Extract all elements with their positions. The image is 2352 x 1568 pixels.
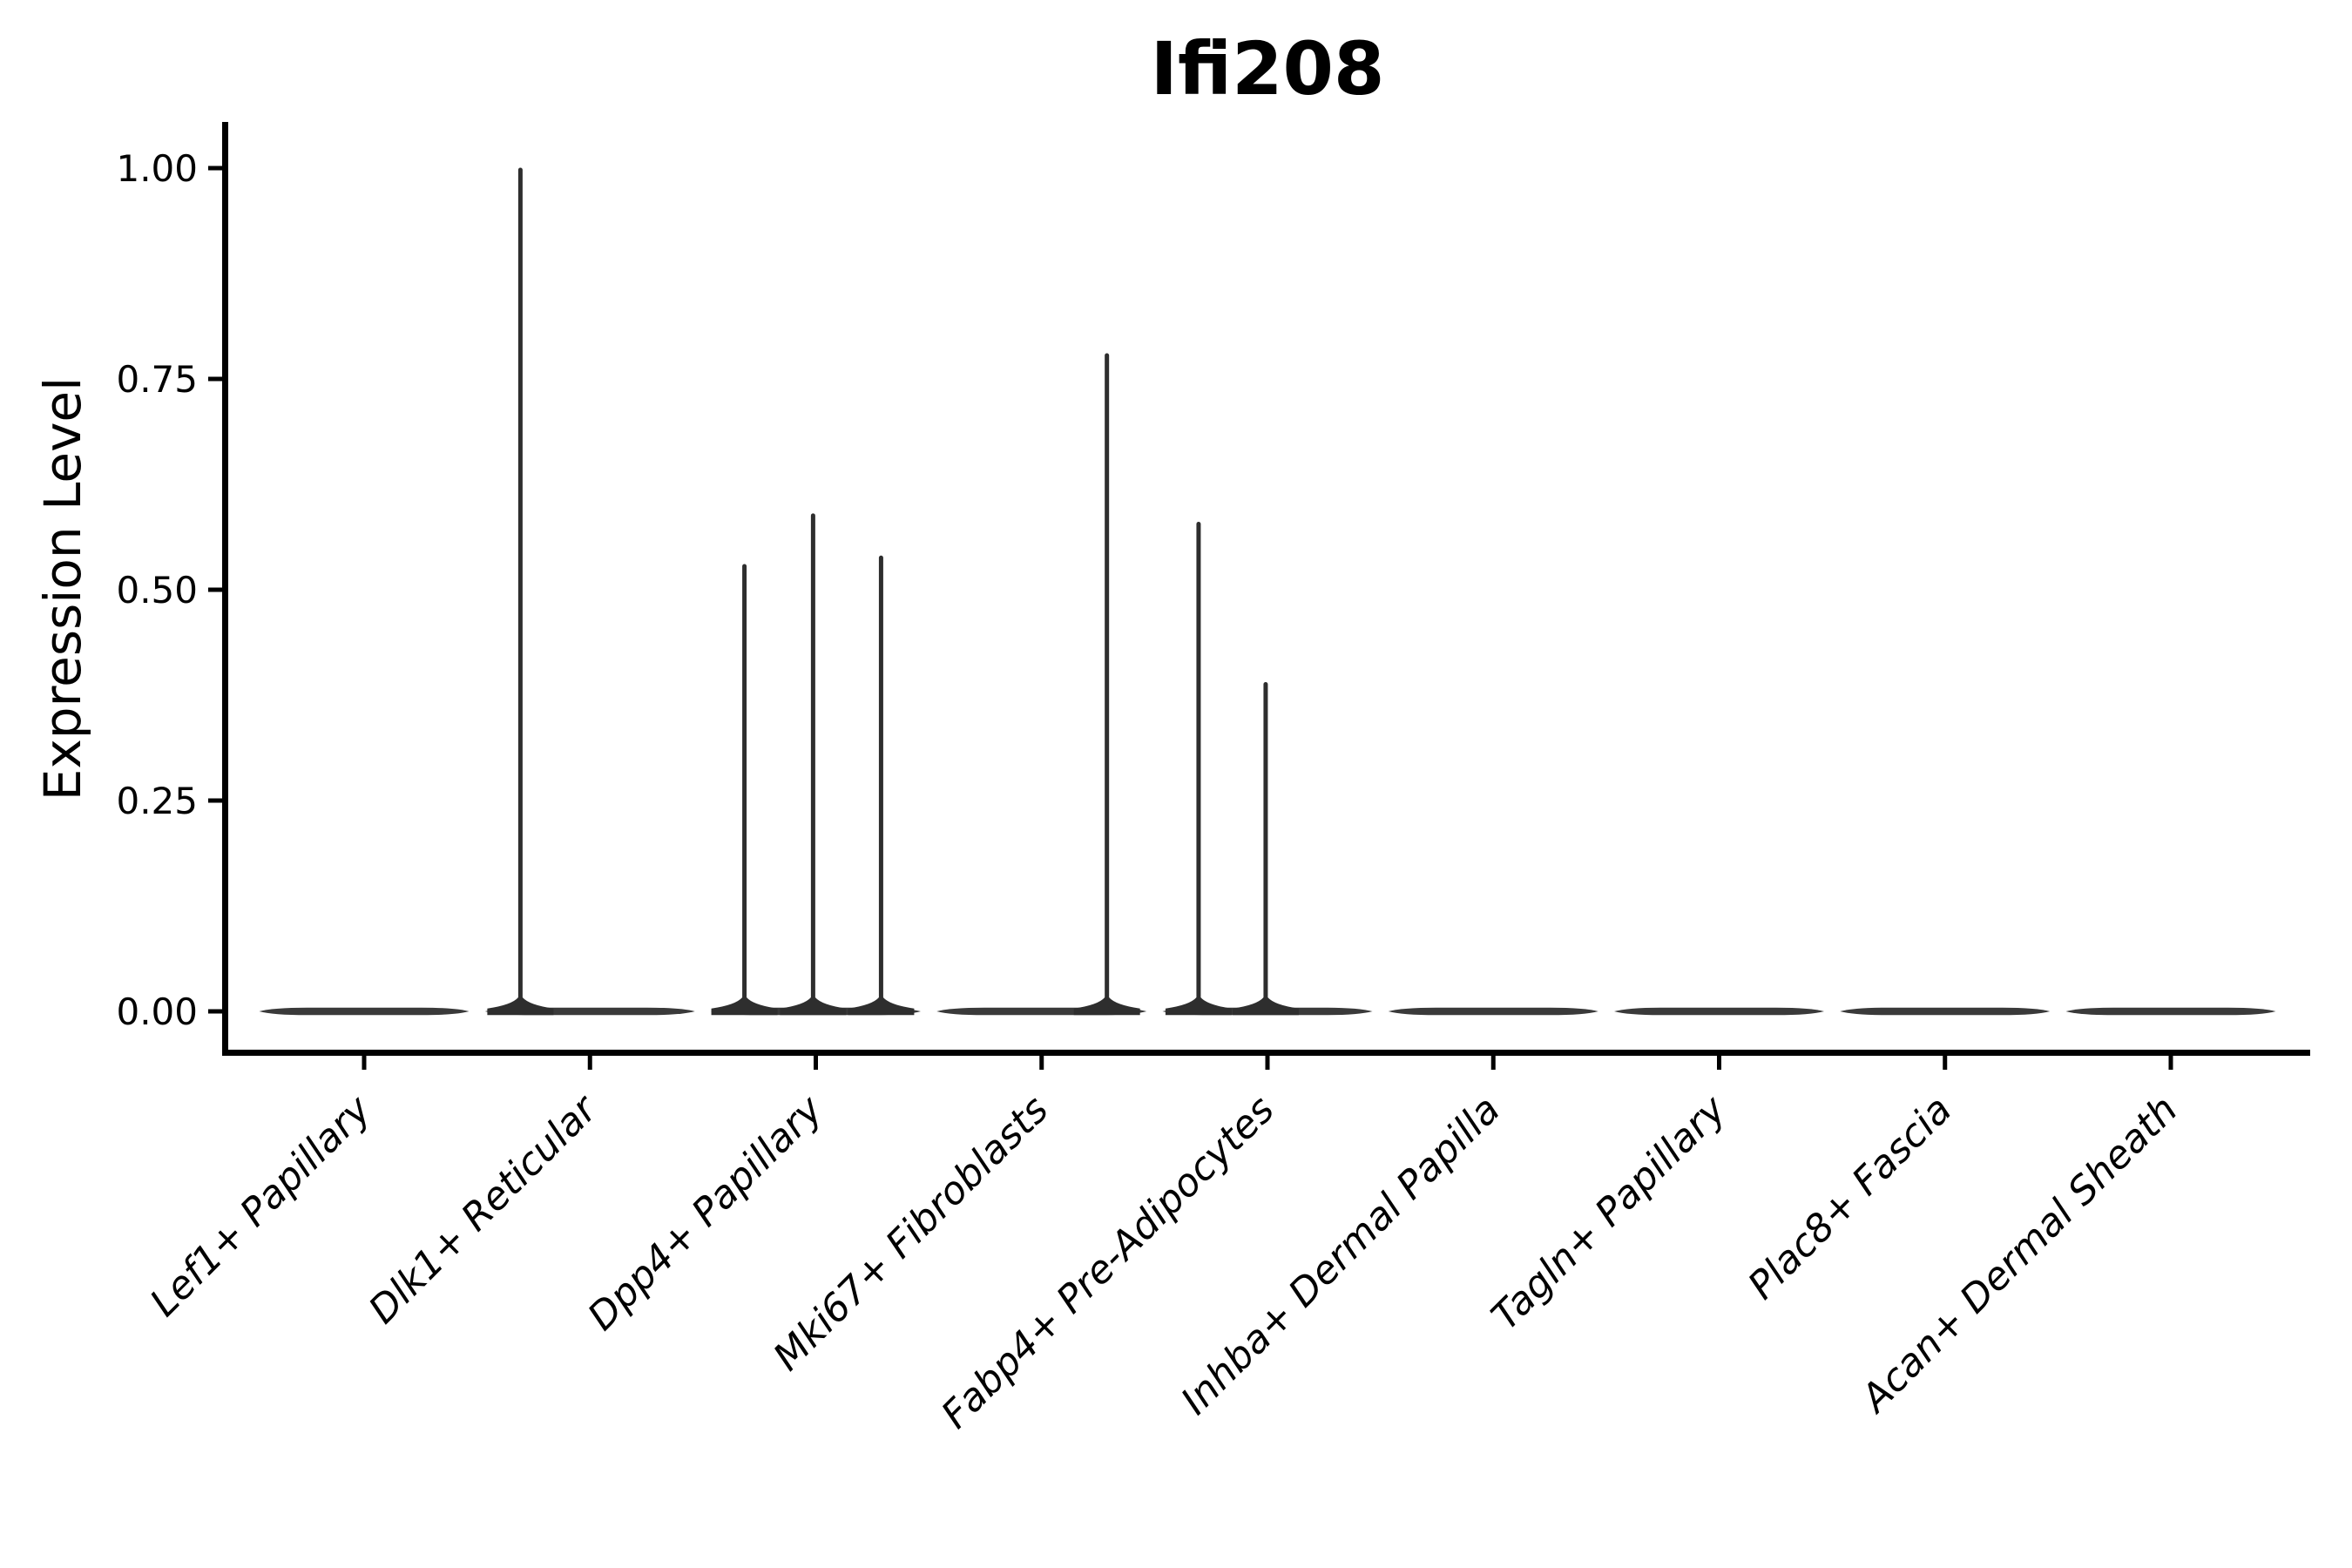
- x-tick-label: Dlk1+ Reticular: [361, 1085, 607, 1332]
- x-tick-label: Plac8+ Fascia: [1740, 1087, 1960, 1308]
- y-tick-label: 1.00: [116, 147, 198, 190]
- x-tick-label: Tagln+ Papillary: [1484, 1087, 1735, 1339]
- x-tick-label: Lef1+ Papillary: [142, 1087, 381, 1326]
- y-tick-label: 0.50: [116, 569, 198, 612]
- violin-body: [1840, 1007, 2051, 1016]
- x-tick-label: Dpp4+ Papillary: [579, 1087, 832, 1340]
- y-tick-label: 0.75: [116, 358, 198, 401]
- violin-body: [1388, 1007, 1598, 1016]
- violin-body: [2065, 1007, 2276, 1016]
- plot-title: Ifi208: [1150, 26, 1385, 112]
- violin-body: [1614, 1007, 1824, 1016]
- violin-body: [259, 1007, 470, 1016]
- y-tick-label: 0.00: [116, 990, 198, 1033]
- y-tick-label: 0.25: [116, 780, 198, 822]
